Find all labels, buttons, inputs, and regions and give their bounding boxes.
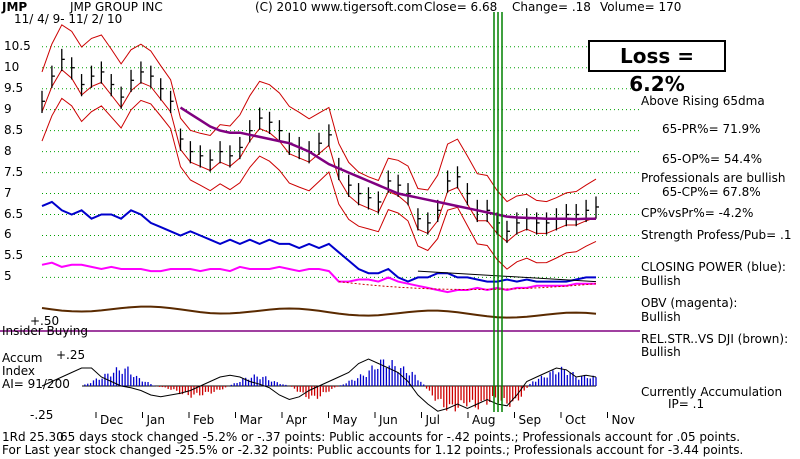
relstr-line — [41, 305, 597, 319]
accum-ip: IP= .1 — [668, 397, 705, 411]
trendline — [417, 270, 597, 283]
x-tick-label: Jan — [146, 413, 166, 427]
closing-power-line — [41, 200, 596, 283]
y-tick-label: 10 — [4, 59, 20, 74]
obv-value: Bullish — [641, 310, 681, 324]
plus25-label: +.25 — [56, 348, 86, 362]
volume-value: Volume= 170 — [600, 0, 682, 14]
y-tick-label: 9 — [4, 101, 12, 116]
y-tick-label: 7.5 — [4, 164, 24, 179]
closing-power-value: Bullish — [641, 274, 681, 288]
x-tick-label: Feb — [193, 413, 215, 427]
accum-label: Accum — [2, 351, 43, 365]
x-tick-label: Apr — [286, 413, 307, 427]
company-name: JMP GROUP INC — [70, 0, 163, 14]
professionals-status: Professionals are bullish — [641, 171, 786, 185]
x-tick-label: Nov — [611, 413, 635, 427]
relstr-title: REL.STR..VS DJI (brown): — [641, 332, 789, 346]
upper-band-line — [41, 24, 597, 203]
y-tick-label: 7 — [4, 185, 12, 200]
accum-status: Currently Accumulation — [641, 385, 783, 399]
x-tick-label: Dec — [100, 413, 124, 427]
date-range: 11/ 4/ 9- 11/ 2/ 10 — [14, 12, 123, 26]
insider-buying-label: Insider Buying — [2, 324, 88, 338]
x-tick-label: Mar — [239, 413, 263, 427]
op-percent: 65-OP%= 54.4% — [662, 152, 763, 166]
strength-ratio: Strength Profess/Pub= .1 — [641, 228, 792, 242]
y-tick-label: 6 — [4, 227, 12, 242]
y-tick-label: 9.5 — [4, 80, 24, 95]
accum-ma-line — [41, 358, 597, 412]
y-tick-label: 5.5 — [4, 248, 24, 263]
y-tick-label: 8.5 — [4, 122, 24, 137]
x-tick-label: Jun — [379, 413, 398, 427]
minus25-label: -.25 — [30, 408, 54, 422]
x-tick-label: Jul — [425, 413, 440, 427]
footer-year: For Last year stock changed -25.5% or -2… — [2, 443, 744, 457]
obv-title: OBV (magenta): — [641, 296, 738, 310]
cp-percent: 65-CP%= 67.8% — [662, 185, 761, 199]
footer-left-code: 1Rd 25.30 — [2, 430, 64, 444]
ma65-line — [179, 106, 596, 221]
loss-box: Loss = 6.2% — [588, 40, 726, 96]
x-tick-label: Oct — [565, 413, 586, 427]
cp-vs-pr: CP%vsPr%= -4.2% — [641, 206, 754, 220]
relstr-value: Bullish — [641, 345, 681, 359]
x-tick-label: May — [332, 413, 358, 427]
y-tick-label: 10.5 — [4, 38, 31, 53]
pr-percent: 65-PR%= 71.9% — [662, 122, 761, 136]
close-value: Close= 6.68 — [424, 0, 498, 14]
lower-band-line — [41, 97, 597, 270]
y-tick-label: 5 — [4, 269, 12, 284]
x-tick-label: Aug — [472, 413, 496, 427]
closing-power-title: CLOSING POWER (blue): — [641, 260, 786, 274]
ticker-symbol: JMP — [2, 0, 28, 14]
change-value: Change= .18 — [512, 0, 591, 14]
index-label: Index — [2, 364, 36, 378]
x-tick-label: Sep — [518, 413, 542, 427]
y-tick-label: 8 — [4, 143, 12, 158]
trend-status: Above Rising 65dma — [641, 94, 765, 108]
footer-65day: 65 days stock changed -5.2% or -.37 poin… — [60, 430, 741, 444]
source-credit: (C) 2010 www.tigersoft.com — [255, 0, 423, 14]
y-tick-label: 6.5 — [4, 206, 24, 221]
plus50-label: +.50 — [30, 314, 60, 328]
ai-label: AI= 91/200 — [2, 377, 70, 391]
